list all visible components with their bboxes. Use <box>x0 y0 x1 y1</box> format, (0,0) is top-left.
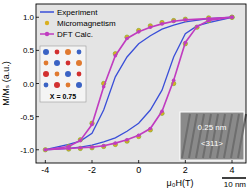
series-point <box>125 37 129 41</box>
series-point <box>160 22 164 26</box>
legend-marker <box>45 32 49 36</box>
plot-marks <box>43 15 234 152</box>
x-axis-label: μ₀H(T) <box>167 178 194 188</box>
atom <box>54 60 60 66</box>
y-tick-label: -0.5 <box>20 113 34 122</box>
series-point <box>43 148 47 152</box>
legend-marker <box>45 21 49 25</box>
series-point <box>230 15 234 19</box>
series-point <box>90 145 94 149</box>
atom <box>65 49 71 55</box>
series-point <box>207 19 211 23</box>
series-point <box>114 54 118 58</box>
series-point <box>171 18 175 22</box>
series-point <box>172 19 176 23</box>
y-tick-label: 0.5 <box>23 46 35 55</box>
crystal-inset <box>40 46 86 102</box>
legend-line <box>40 11 54 13</box>
x-tick-label: -4 <box>41 165 49 175</box>
series-point <box>102 85 106 89</box>
x-tick-label: 2 <box>183 165 188 175</box>
series-point <box>148 24 152 28</box>
atom <box>54 82 60 88</box>
series-point <box>184 41 188 45</box>
series-point <box>230 15 234 19</box>
x-tick-label: 4 <box>229 165 234 175</box>
series-point <box>125 138 129 142</box>
atom <box>77 50 82 55</box>
atom <box>76 82 82 88</box>
atom <box>44 83 49 88</box>
lattice-fringe <box>189 114 197 158</box>
series-point <box>114 141 118 145</box>
tem-inset <box>180 112 244 160</box>
atom <box>66 61 71 66</box>
series-point <box>113 142 117 146</box>
series-point <box>183 17 187 21</box>
series-point <box>230 15 234 19</box>
atom <box>43 49 49 55</box>
series-point <box>44 148 48 152</box>
y-tick-label: 0.0 <box>23 80 35 89</box>
legend-label: DFT Calc. <box>57 30 93 39</box>
lattice-fringe <box>182 114 190 158</box>
lattice-fringe <box>217 114 225 158</box>
annotation: <311> <box>201 139 223 148</box>
y-tick-label: 1.0 <box>23 13 35 22</box>
series-point <box>230 15 234 19</box>
legend-label: Micromagnetism <box>57 19 116 28</box>
y-axis-label: M/Mₛ (a.u.) <box>1 61 11 105</box>
annotation: 0.25 nm <box>198 123 227 132</box>
series-point <box>149 25 153 29</box>
series-point <box>101 144 105 148</box>
atom <box>66 83 71 88</box>
series-point <box>79 146 83 150</box>
atom <box>44 61 49 66</box>
atom <box>76 60 82 66</box>
series-point <box>125 139 129 143</box>
series-point <box>90 146 94 150</box>
series-point <box>160 110 164 114</box>
x-tick-label: -2 <box>88 165 96 175</box>
y-tick-label: -1.0 <box>20 146 34 155</box>
atom <box>43 71 49 77</box>
annotation: X = 0.75 <box>50 93 76 100</box>
legend-label: Experiment <box>57 8 98 17</box>
series-point <box>160 20 164 24</box>
series-point <box>149 127 153 131</box>
annotation: 10 nm <box>224 180 247 189</box>
atom <box>55 50 60 55</box>
series-point <box>137 133 141 137</box>
series-point <box>79 139 83 143</box>
series-line <box>45 17 232 150</box>
series-point <box>78 146 82 150</box>
series-point <box>102 144 106 148</box>
series-point <box>66 147 70 151</box>
series-point <box>137 30 141 34</box>
lattice-fringe <box>196 114 204 158</box>
series-point <box>67 147 71 151</box>
atom <box>55 72 60 77</box>
series-point <box>90 123 94 127</box>
plot-background <box>36 4 246 163</box>
lattice-fringe <box>203 114 211 158</box>
x-tick-label: 0 <box>136 165 141 175</box>
series-point <box>184 18 188 22</box>
series-line <box>45 17 232 150</box>
plot-frame <box>36 4 246 163</box>
lattice-fringe <box>210 114 218 158</box>
scale-bar <box>222 177 246 179</box>
lattice-fringe <box>231 114 239 158</box>
atom <box>77 72 82 77</box>
lattice-fringe <box>238 114 246 158</box>
series-point <box>172 78 176 82</box>
lattice-fringe <box>224 114 232 158</box>
series-point <box>195 25 199 29</box>
atom <box>65 71 71 77</box>
